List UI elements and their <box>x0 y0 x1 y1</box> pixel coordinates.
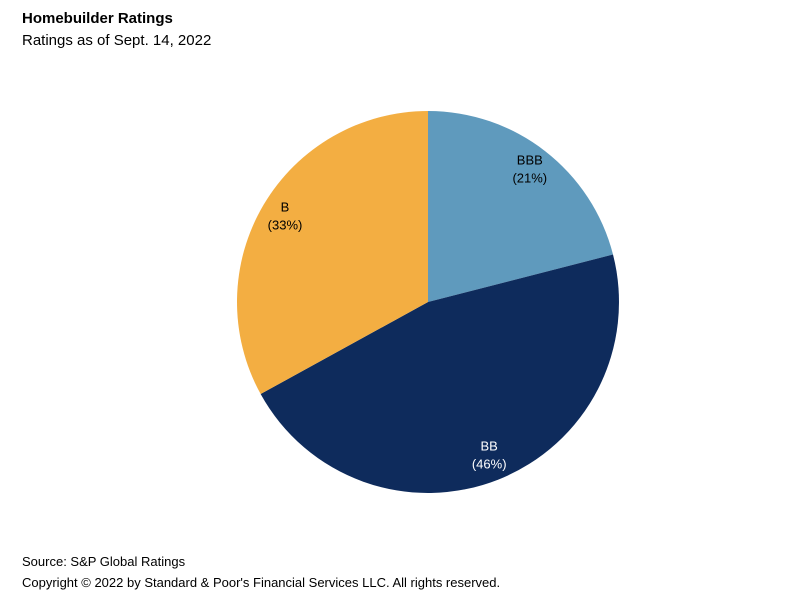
pie-slice-BB <box>260 254 619 493</box>
slice-label-BBB: BBB (21%) <box>512 153 547 186</box>
copyright-line: Copyright © 2022 by Standard & Poor's Fi… <box>22 575 501 590</box>
pie-slice-BBB <box>428 111 613 302</box>
source-line: Source: S&P Global Ratings <box>22 554 186 569</box>
slice-label-B: B (33%) <box>268 199 303 232</box>
pie-slice-B <box>237 111 428 395</box>
chart-title: Homebuilder Ratings <box>22 10 173 27</box>
chart-footer: Source: S&P Global Ratings Copyright © 2… <box>22 551 500 593</box>
chart-subtitle: Ratings as of Sept. 14, 2022 <box>22 32 212 49</box>
slice-label-BB: BB (46%) <box>472 439 507 472</box>
chart-header: Homebuilder Ratings Ratings as of Sept. … <box>22 8 211 52</box>
